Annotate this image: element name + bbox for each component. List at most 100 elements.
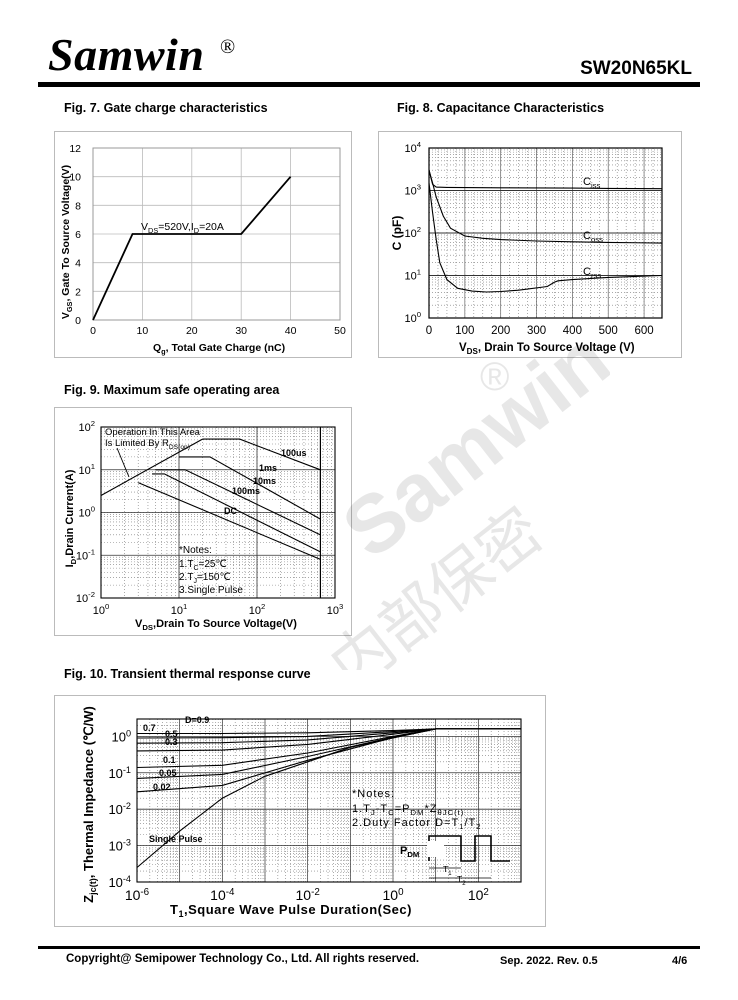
text-part: V (141, 221, 148, 233)
fig10-notes-title: *Notes: (352, 788, 395, 800)
text-part: ,Square Wave Pulse Duration(Sec) (184, 902, 412, 917)
text-part: rss (591, 271, 601, 280)
text-part: , Total Gate Charge (nC) (166, 342, 285, 354)
text-part: /T (464, 817, 476, 829)
soa-label: 1ms (259, 463, 277, 473)
soa-label: DC (224, 506, 237, 516)
series-coss (428, 170, 663, 244)
watermark: ® Samwin 内部保密 (330, 330, 610, 670)
x-tick-label: 600 (634, 325, 653, 337)
plot-frame (100, 426, 336, 599)
x-tick-label: 500 (599, 325, 618, 337)
pulse-label-pdm: PDM (400, 845, 419, 859)
series-label-ciss: Ciss (583, 176, 601, 190)
text-part: D (69, 558, 78, 564)
fig9-note-line2: Is Limited By RDS(on) (105, 438, 190, 451)
footer-copyright: Copyright@ Semipower Technology Co., Ltd… (66, 953, 420, 965)
text-part: 1.T (352, 803, 371, 815)
text-part: GS (65, 301, 74, 312)
fig7-ylabel: VGS, Gate To Source Voltage(V) (60, 165, 74, 319)
y-tick-label: 0 (75, 315, 81, 327)
text-part: 1.T (179, 559, 193, 570)
fig9-title: Fig. 9. Maximum safe operating area (64, 383, 280, 397)
text-part: , Drain To Source Voltage (V) (478, 342, 635, 354)
duty-label: Single Pulse (149, 834, 203, 844)
fig7-annotation: VDS=520V,ID=20A (141, 221, 224, 235)
fig8-title: Fig. 8. Capacitance Characteristics (397, 101, 605, 115)
text-part: ,Drain Current(A) (64, 469, 76, 559)
text-part: 2.T (179, 572, 193, 583)
y-tick-label: 103 (404, 183, 421, 198)
y-tick-label: 10 (69, 172, 81, 184)
x-tick-label: 10-6 (125, 887, 150, 903)
x-tick-label: 10 (137, 325, 149, 337)
fig9-note-1: 1.TC=25℃ (179, 559, 227, 572)
series-label-crss: Crss (583, 266, 601, 280)
y-tick-label: 10-4 (108, 874, 131, 890)
text-part: Is Limited By R (105, 438, 169, 449)
thermal-d-0-9 (137, 728, 521, 735)
fig9-xlabel: VDS,Drain To Source Voltage(V) (135, 618, 297, 632)
y-tick-label: 100 (404, 310, 421, 325)
duty-label: 0.05 (159, 768, 177, 778)
duty-label: 0.7 (143, 723, 156, 733)
text-part: C (583, 266, 591, 278)
text-part: =P (395, 803, 411, 815)
text-part: =150℃ (197, 572, 231, 583)
text-part: Z (81, 895, 96, 903)
text-part: J (193, 578, 197, 585)
y-tick-label: 6 (75, 229, 81, 241)
y-tick-label: 102 (78, 419, 95, 434)
y-tick-label: 101 (404, 268, 421, 283)
y-tick-label: 10-1 (76, 547, 95, 562)
y-tick-label: 100 (111, 728, 131, 744)
x-tick-label: 10-2 (296, 887, 320, 903)
x-tick-label: 100 (93, 602, 110, 617)
text-part: 2.Duty Factor D=T (352, 817, 459, 829)
x-tick-label: 100 (382, 887, 404, 903)
text-part: DS (148, 226, 158, 235)
x-tick-label: 200 (491, 325, 510, 337)
text-part: 1 (448, 871, 452, 877)
x-tick-label: 300 (527, 325, 546, 337)
y-tick-label: 101 (78, 462, 95, 477)
text-part: 2 (462, 881, 465, 887)
x-tick-label: 10-4 (210, 887, 235, 903)
text-part: 1 (459, 822, 464, 831)
soa-100ms (152, 473, 321, 553)
text-part: DM (407, 850, 419, 859)
text-part: 2 (476, 822, 481, 831)
y-tick-label: 4 (75, 258, 81, 270)
soa-100us (202, 438, 321, 500)
soa-10ms (155, 469, 321, 536)
text-part: C (583, 230, 591, 242)
text-part: T (457, 874, 462, 884)
brand-logo: Samwin (48, 29, 205, 80)
fig8-ylabel: C (pF) (390, 216, 404, 251)
pulse-label-t1: T1 (443, 864, 452, 877)
fig9-note-3: 3.Single Pulse (179, 585, 243, 596)
soa-dc (137, 482, 321, 560)
text-part: T (170, 902, 178, 917)
text-part: =20A (199, 221, 224, 233)
x-tick-label: 400 (563, 325, 582, 337)
duty-label: 0.02 (153, 782, 171, 792)
x-tick-label: 20 (186, 325, 198, 337)
text-part: D (194, 226, 199, 235)
duty-label: 0.1 (163, 755, 176, 765)
fig9-notes-title: *Notes: (179, 545, 212, 556)
soa-label: 10ms (253, 476, 276, 486)
x-tick-label: 102 (249, 602, 266, 617)
fig7-xlabel: Qg, Total Gate Charge (nC) (153, 342, 285, 356)
y-tick-label: 10-2 (108, 801, 131, 817)
text-part: DS(on) (169, 444, 190, 451)
fig7-panel: 0 10 20 30 40 50 0 2 4 6 8 10 12 VDS=520V,ID=20A Qg, T… (54, 131, 352, 358)
text-part: , Gate To Source Voltage(V) (60, 165, 72, 302)
y-tick-label: 2 (75, 286, 81, 298)
text-part: g (161, 347, 166, 356)
soa-label: 100us (281, 448, 307, 458)
y-tick-label: 100 (78, 505, 95, 520)
text-part: P (400, 845, 407, 857)
plot-frame (428, 147, 663, 319)
text-part: V (459, 342, 467, 354)
